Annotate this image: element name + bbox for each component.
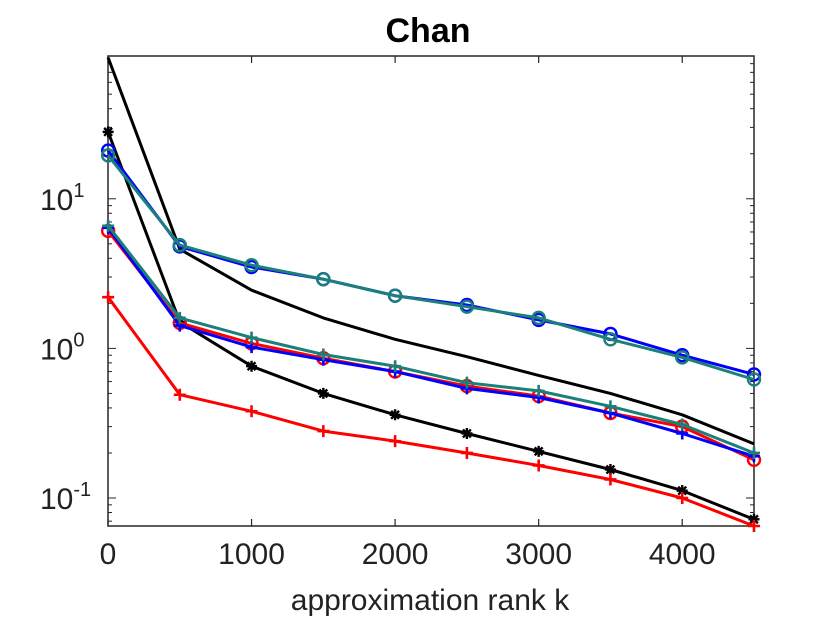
data-point: [244, 257, 259, 273]
y-tick-base: 10: [40, 333, 73, 366]
chart-title: Chan: [386, 12, 471, 50]
data-point: [531, 310, 546, 326]
x-tick-label: 2000: [362, 538, 429, 571]
data-point: [604, 400, 617, 413]
data-point: [317, 387, 329, 399]
y-tick-exponent: -1: [73, 479, 91, 501]
data-point: [389, 435, 402, 448]
series-line-teal-circle: [106, 154, 755, 381]
series-line-blue-plus: [106, 226, 755, 458]
data-point: [461, 427, 473, 439]
series-layer: [100, 56, 762, 532]
series-line-teal-plus: [106, 224, 755, 455]
data-point: [102, 126, 114, 138]
series-line-red-plus: [106, 296, 755, 528]
series-black-top: [106, 56, 755, 446]
series-line-black-star: [106, 131, 755, 521]
series-line-black-top: [106, 56, 755, 446]
data-point: [604, 473, 617, 486]
data-point: [676, 418, 689, 431]
data-point: [245, 405, 258, 418]
data-point: [748, 513, 760, 525]
y-tick-label: 101: [40, 180, 85, 217]
data-point: [245, 331, 258, 344]
data-point: [173, 388, 186, 401]
data-point: [675, 350, 690, 365]
data-point: [746, 372, 762, 387]
y-tick-exponent: 0: [73, 329, 84, 351]
y-tick-base: 10: [40, 483, 73, 516]
series-teal-circle: [100, 148, 762, 387]
data-point: [317, 425, 330, 438]
data-point: [459, 299, 475, 314]
data-point: [532, 459, 545, 472]
data-point: [746, 367, 762, 382]
data-point: [748, 520, 760, 532]
data-point: [389, 360, 402, 373]
data-point: [172, 237, 187, 253]
data-point: [603, 332, 618, 347]
data-point: [100, 148, 116, 163]
data-point: [532, 384, 545, 397]
data-point: [604, 464, 616, 476]
data-point: [460, 446, 473, 459]
x-tick-label: 4000: [649, 538, 716, 571]
data-point: [676, 485, 688, 497]
data-point: [387, 288, 403, 303]
data-point: [317, 348, 330, 361]
x-tick-label: 3000: [505, 538, 572, 571]
y-tick-base: 10: [40, 184, 73, 217]
y-tick-exponent: 1: [73, 180, 84, 202]
x-tick-label: 0: [100, 538, 117, 571]
series-red-plus: [102, 291, 760, 532]
data-point: [173, 311, 186, 324]
series-teal-plus: [102, 219, 760, 459]
plot-frame: [107, 55, 755, 527]
x-tick-label: 1000: [218, 538, 285, 571]
data-point: [748, 446, 760, 459]
data-point: [316, 272, 331, 287]
data-point: [460, 376, 473, 389]
data-point: [533, 445, 545, 457]
y-tick-label: 100: [40, 329, 85, 366]
x-axis-label: approximation rank k: [291, 584, 570, 617]
data-point: [676, 492, 689, 505]
data-point: [102, 219, 115, 232]
data-point: [246, 360, 258, 372]
data-point: [389, 409, 401, 421]
data-point: [102, 291, 115, 304]
y-tick-label: 10-1: [40, 479, 91, 516]
